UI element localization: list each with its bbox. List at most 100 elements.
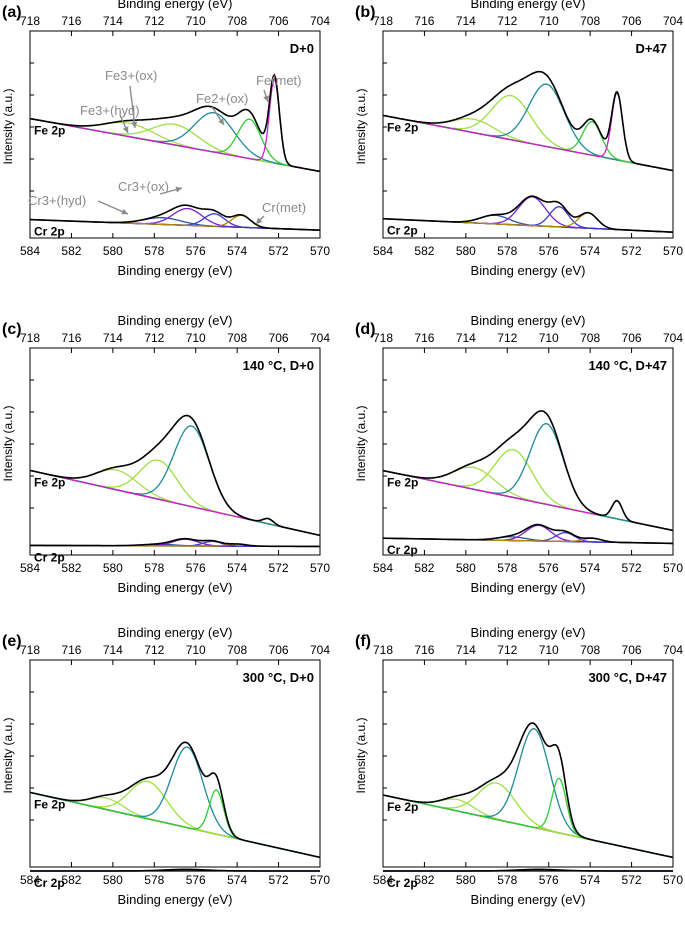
- spectrum-label: Cr 2p: [387, 876, 418, 890]
- panel-title: 300 °C, D+0: [243, 670, 314, 685]
- spectrum-label: Fe 2p: [387, 120, 418, 134]
- bottom-tick-label: 582: [61, 561, 81, 575]
- bottom-tick-label: 574: [580, 561, 600, 575]
- fit-component-peak: [382, 423, 674, 532]
- bottom-tick-label: 582: [61, 244, 81, 258]
- bottom-tick-label: 584: [373, 561, 393, 575]
- top-tick-label: 710: [539, 331, 559, 345]
- annotation-arrowhead: [122, 126, 129, 133]
- top-tick-label: 708: [580, 14, 600, 28]
- panel-label: (b): [355, 4, 375, 21]
- bottom-tick-label: 578: [144, 244, 164, 258]
- y-axis-label: Intensity (a.u.): [354, 717, 368, 793]
- top-tick-label: 718: [20, 14, 40, 28]
- bottom-tick-label: 584: [20, 244, 40, 258]
- y-axis-label: Intensity (a.u.): [354, 405, 368, 481]
- bottom-tick-label: 570: [663, 873, 683, 887]
- spectrum-label: Fe 2p: [34, 797, 65, 811]
- spectrum-envelope: [382, 70, 674, 172]
- top-tick-label: 704: [310, 643, 330, 657]
- annotation-arrowhead: [218, 118, 224, 125]
- top-tick-label: 706: [622, 14, 642, 28]
- spectrum-envelope: [382, 410, 674, 532]
- plot-frame: [382, 347, 674, 556]
- top-tick-label: 716: [61, 643, 81, 657]
- bottom-tick-label: 576: [186, 244, 206, 258]
- bottom-tick-label: 574: [227, 244, 247, 258]
- top-tick-label: 704: [663, 331, 683, 345]
- bottom-tick-label: 576: [186, 561, 206, 575]
- bottom-tick-label: 570: [663, 561, 683, 575]
- peak-annotation-label: Fe3+(ox): [105, 68, 157, 83]
- spectrum-envelope: [30, 204, 321, 231]
- top-tick-label: 710: [186, 14, 206, 28]
- plot-frame: [29, 347, 321, 556]
- chart-panel: (e) Binding energy (eV) 718 716 714 712 710 708…: [1, 625, 330, 907]
- top-tick-label: 708: [227, 643, 247, 657]
- top-tick-label: 714: [456, 14, 476, 28]
- top-tick-label: 712: [144, 643, 164, 657]
- spectrum-envelope: [30, 537, 320, 548]
- bottom-axis-label: Binding energy (eV): [471, 892, 586, 907]
- top-axis-label: Binding energy (eV): [471, 0, 586, 11]
- plot-frame: [382, 659, 674, 868]
- top-tick-label: 710: [539, 14, 559, 28]
- top-tick-label: 716: [61, 331, 81, 345]
- panel-title: 300 °C, D+47: [588, 670, 667, 685]
- spectrum-envelope: [382, 195, 674, 233]
- panel-title: D+0: [290, 41, 314, 56]
- bottom-tick-label: 570: [663, 244, 683, 258]
- bottom-tick-label: 580: [103, 561, 123, 575]
- panel-label: (e): [2, 633, 22, 650]
- top-tick-label: 710: [539, 643, 559, 657]
- top-tick-label: 708: [227, 331, 247, 345]
- bottom-tick-label: 582: [414, 244, 434, 258]
- panel-label: (c): [2, 321, 22, 338]
- bottom-tick-label: 572: [269, 244, 289, 258]
- spectrum-label: Cr 2p: [387, 543, 418, 557]
- spectrum-label: Fe 2p: [34, 475, 65, 489]
- spectrum-envelope: [382, 722, 674, 859]
- top-tick-label: 718: [20, 331, 40, 345]
- spectrum-envelope: [29, 73, 321, 173]
- chart-panel: (c) Binding energy (eV) 718 716 714 712 710 708…: [1, 313, 330, 595]
- bottom-tick-label: 580: [103, 873, 123, 887]
- bottom-tick-label: 576: [539, 873, 559, 887]
- chart-panel: (a) Binding energy (eV) 718 716 714 712 710 708…: [1, 0, 330, 278]
- top-tick-label: 712: [497, 14, 517, 28]
- peak-annotation-label: Cr(met): [262, 200, 306, 215]
- top-tick-label: 706: [622, 643, 642, 657]
- fit-component-peak: [382, 448, 674, 532]
- spectrum-envelope: [30, 868, 320, 872]
- top-tick-label: 708: [580, 643, 600, 657]
- annotation-arrow: [129, 85, 136, 129]
- bottom-tick-label: 582: [414, 873, 434, 887]
- panel-label: (d): [355, 321, 375, 338]
- top-tick-label: 704: [663, 14, 683, 28]
- top-tick-label: 718: [373, 643, 393, 657]
- peak-annotation-label: Cr3+(hyd): [28, 193, 86, 208]
- top-tick-label: 706: [269, 331, 289, 345]
- panel-title: D+47: [636, 41, 667, 56]
- bottom-tick-label: 578: [144, 873, 164, 887]
- top-tick-label: 706: [269, 643, 289, 657]
- bottom-tick-label: 578: [497, 244, 517, 258]
- plot-frame: [29, 30, 321, 239]
- fit-component-peak: [29, 780, 321, 859]
- top-tick-label: 714: [456, 643, 476, 657]
- spectrum-label: Fe 2p: [34, 124, 65, 138]
- bottom-axis-label: Binding energy (eV): [118, 892, 233, 907]
- top-tick-label: 708: [227, 14, 247, 28]
- spectrum-envelope: [29, 741, 321, 859]
- bottom-tick-label: 570: [310, 244, 330, 258]
- top-tick-label: 716: [414, 643, 434, 657]
- top-tick-label: 714: [103, 14, 123, 28]
- plot-frame: [29, 659, 321, 868]
- bottom-tick-label: 584: [20, 561, 40, 575]
- bottom-tick-label: 580: [456, 873, 476, 887]
- spectrum-envelope: [383, 868, 673, 872]
- top-axis-label: Binding energy (eV): [118, 625, 233, 640]
- top-tick-label: 706: [269, 14, 289, 28]
- bottom-tick-label: 584: [20, 873, 40, 887]
